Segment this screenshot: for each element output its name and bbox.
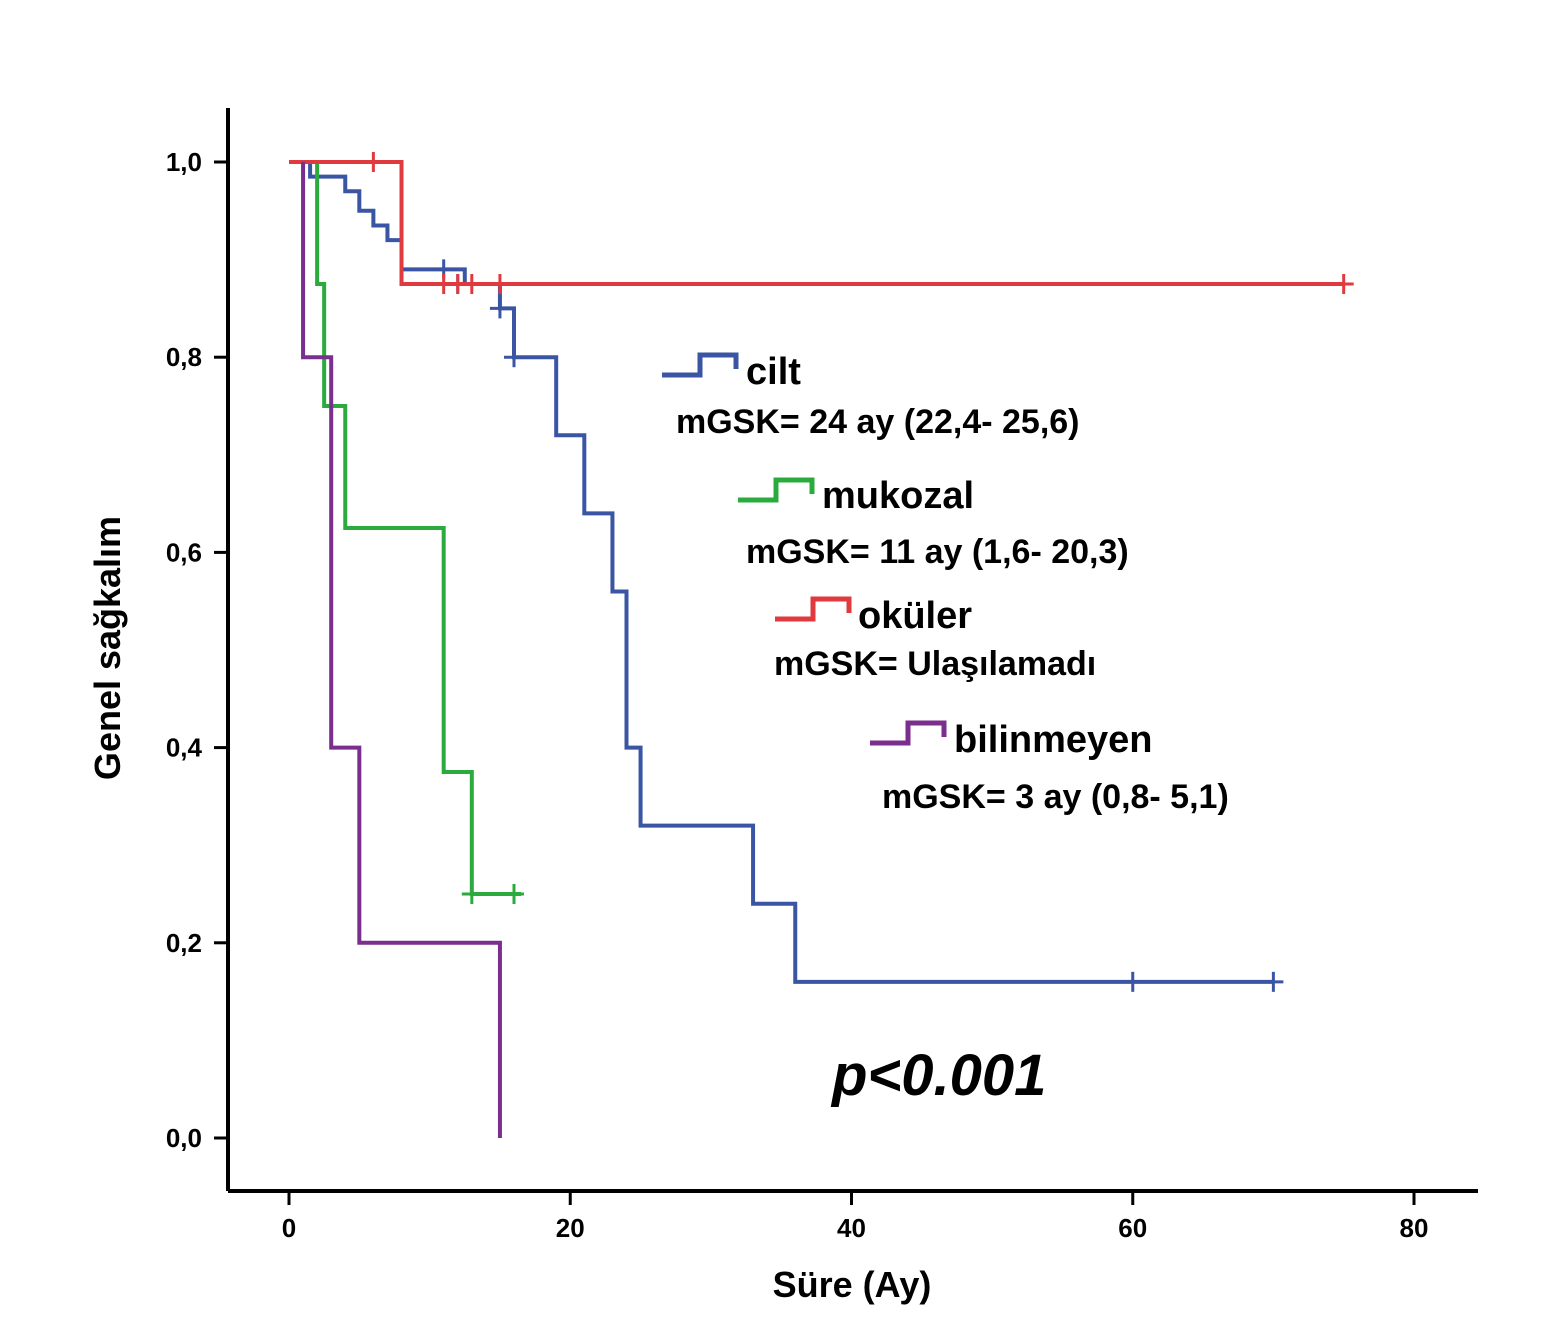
legend: cilt mGSK= 24 ay (22,4- 25,6) mukozal mGSK=…: [662, 351, 1229, 816]
series-line-mukozal: [303, 160, 522, 896]
legend-swatch-cilt: [662, 352, 739, 378]
x-tick-label: 20: [556, 1213, 585, 1243]
legend-swatch-bilinmeyen: [870, 720, 947, 746]
x-axis-title: Süre (Ay): [773, 1264, 932, 1305]
legend-label-mukozal: mukozal: [822, 475, 974, 517]
legend-swatch-mukozal: [738, 477, 815, 503]
y-tick-label: 1,0: [166, 147, 202, 177]
legend-swatch-oküler: [775, 596, 852, 622]
y-tick-label: 0,0: [166, 1123, 202, 1153]
series-line-bilinmeyen: [301, 162, 502, 1138]
legend-label-bilinmeyen: bilinmeyen: [954, 719, 1153, 761]
legend-label-oküler: oküler: [858, 595, 972, 637]
series-line-oküler: [289, 160, 1344, 286]
y-tick-label: 0,6: [166, 537, 202, 567]
legend-median-cilt: mGSK= 24 ay (22,4- 25,6): [676, 403, 1080, 441]
p-value-annotation: p<0.001: [830, 1043, 1046, 1108]
x-tick-label: 60: [1118, 1213, 1147, 1243]
legend-median-bilinmeyen: mGSK= 3 ay (0,8- 5,1): [882, 778, 1229, 816]
y-tick-label: 0,4: [166, 733, 203, 763]
y-tick-label: 0,8: [166, 342, 202, 372]
legend-label-cilt: cilt: [746, 351, 801, 393]
y-tick-label: 0,2: [166, 928, 202, 958]
series-group: [289, 152, 1354, 1138]
x-tick-label: 80: [1400, 1213, 1429, 1243]
x-tick-label: 0: [282, 1213, 296, 1243]
tick-group: 0,0 0,2 0,4 0,6 0,8 1,0 0 20 40 60 80: [166, 147, 1429, 1243]
legend-median-oküler: mGSK= Ulaşılamadı: [774, 645, 1096, 683]
x-tick-label: 40: [837, 1213, 866, 1243]
y-axis-title: Genel sağkalım: [87, 516, 128, 780]
legend-median-mukozal: mGSK= 11 ay (1,6- 20,3): [746, 533, 1129, 571]
